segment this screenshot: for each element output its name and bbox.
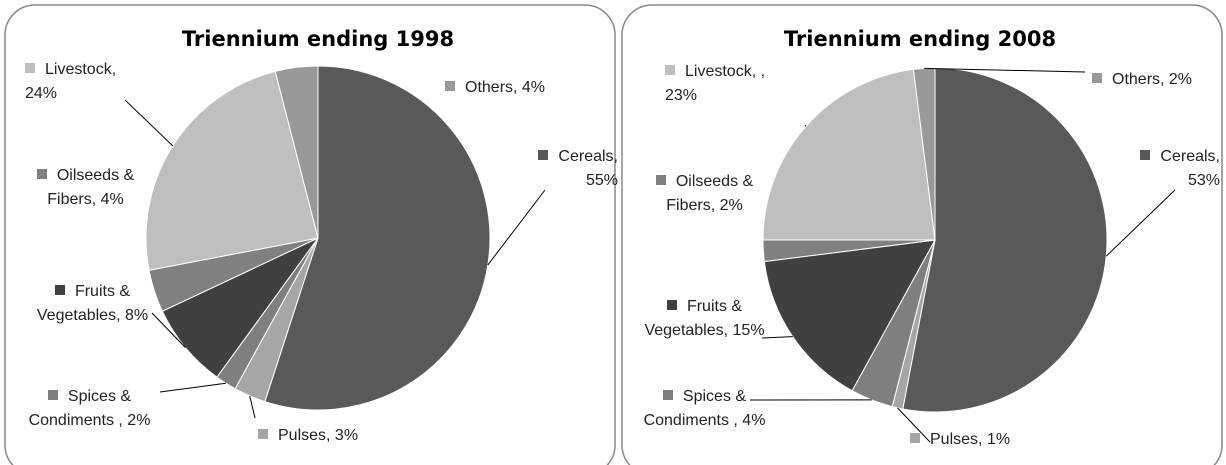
leader-line (924, 67, 1086, 73)
leader-line (487, 189, 546, 266)
pie-slice (274, 65, 319, 239)
label-text: Pulses, 3% (278, 427, 359, 444)
pie-slice (762, 68, 936, 241)
label-text: Livestock, 24% (25, 61, 117, 102)
data-label: Fruits & Vegetables, 8% (25, 280, 160, 328)
legend-marker (662, 390, 673, 400)
pie-slice (145, 70, 319, 271)
data-label: Spices & Condiments , 2% (22, 385, 157, 433)
label-text: Spices & Condiments , 4% (643, 388, 766, 429)
legend-marker (1140, 150, 1151, 160)
data-label: Oilseeds & Fibers, 2% (637, 170, 772, 218)
legend-marker (47, 390, 58, 400)
legend-marker (666, 300, 677, 310)
legend-marker (655, 175, 666, 185)
leader-line (761, 336, 793, 339)
pie-slice (763, 239, 936, 392)
label-text: Fruits & Vegetables, 15% (644, 298, 765, 339)
chart-title: Triennium ending 1998 (182, 27, 454, 51)
chart-title: Triennium ending 2008 (784, 27, 1056, 51)
leader-line (249, 395, 256, 419)
data-label: Others, 4% (445, 76, 585, 100)
pie-slice (264, 65, 491, 411)
label-text: Oilseeds & Fibers, 4% (47, 167, 135, 208)
data-label: Others, 2% (1092, 68, 1217, 92)
label-text: Others, 4% (465, 79, 546, 96)
data-label: Cereals, 55% (508, 145, 618, 193)
leader-line (159, 382, 226, 393)
data-label: Pulses, 1% (910, 428, 1050, 452)
data-label: Spices & Condiments , 4% (637, 385, 772, 433)
legend-marker (1092, 73, 1102, 83)
data-label: Fruits & Vegetables, 15% (637, 295, 772, 343)
label-text: Fruits & Vegetables, 8% (36, 283, 149, 324)
label-text: Cereals, 55% (558, 148, 618, 189)
label-text: Livestock, , 23% (665, 63, 766, 104)
label-text: Others, 2% (1112, 71, 1193, 88)
data-label: Livestock, 24% (25, 58, 130, 106)
label-text: Pulses, 1% (930, 431, 1011, 448)
data-label: Pulses, 3% (258, 424, 398, 448)
pie-slice (902, 67, 1108, 413)
legend-marker (54, 285, 65, 295)
label-text: Oilseeds & Fibers, 2% (666, 173, 754, 214)
legend-marker (258, 429, 268, 439)
legend-marker (538, 150, 549, 160)
leader-line (124, 99, 174, 147)
label-text: Spices & Condiments , 2% (28, 388, 151, 429)
leader-line (1105, 189, 1176, 257)
label-text: Cereals, 53% (1160, 148, 1220, 189)
leader-line (897, 407, 931, 443)
legend-marker (36, 169, 47, 179)
data-label: Livestock, , 23% (665, 60, 775, 108)
legend-marker (910, 433, 920, 443)
legend-marker (665, 65, 675, 75)
leader-line (804, 124, 807, 127)
data-label: Oilseeds & Fibers, 4% (18, 164, 153, 212)
data-label: Cereals, 53% (1105, 145, 1220, 193)
leader-line (151, 312, 186, 348)
legend-marker (25, 63, 35, 73)
legend-marker (445, 81, 455, 91)
